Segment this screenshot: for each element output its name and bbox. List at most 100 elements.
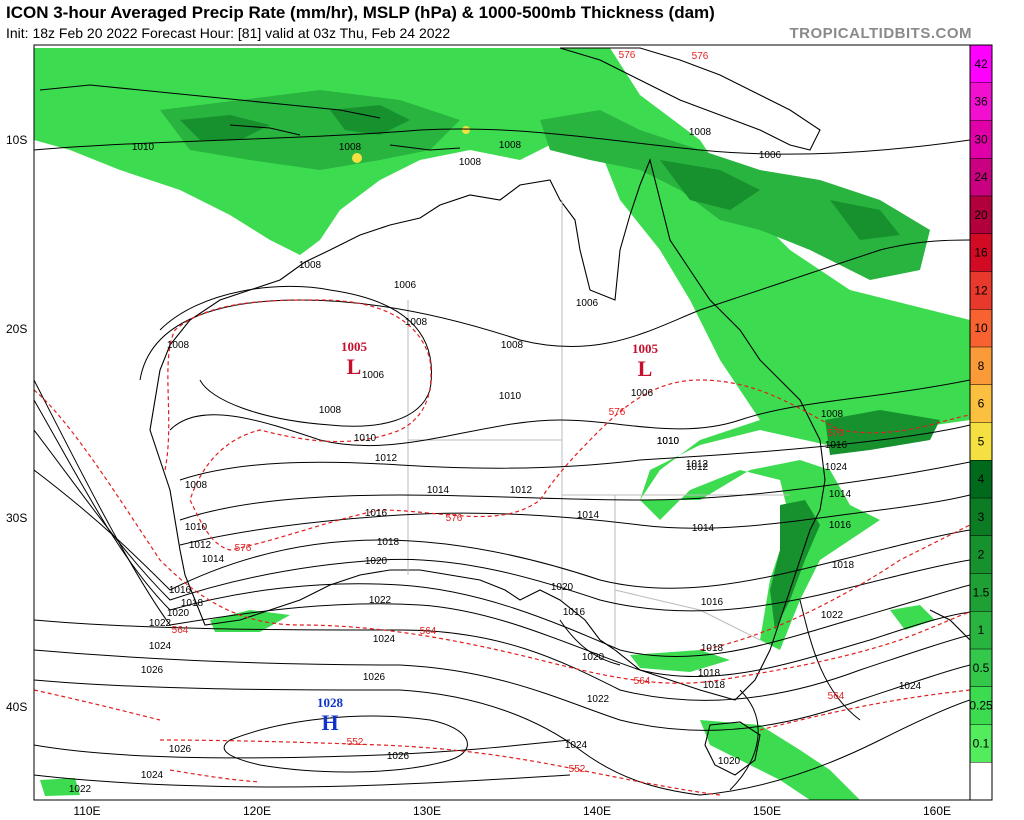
colorbar-swatch [970,347,992,386]
isobar-label: 1018 [703,680,726,691]
isobar-label: 1010 [499,391,522,402]
colorbar-tick-label: 4 [978,472,985,486]
isobar-label: 1024 [825,462,848,473]
colorbar-tick-label: 24 [974,170,988,184]
thickness-label: 576 [692,51,709,62]
isobar-label: 1024 [565,740,588,751]
high-symbol: H [321,710,338,735]
isobar-label: 1008 [339,142,362,153]
colorbar-tick-label: 0.1 [973,736,990,750]
lon-label: 160E [923,804,951,818]
isobar-label: 1008 [459,157,482,168]
colorbar-swatch [970,611,992,650]
isobar-label: 1006 [362,370,385,381]
thickness-label: 564 [634,676,651,687]
isobar-label: 1010 [185,522,208,533]
isobar-label: 1022 [587,694,610,705]
isobar-label: 1018 [832,560,855,571]
high-value: 1028 [317,695,344,710]
isobar-label: 1006 [759,150,782,161]
colorbar-swatch [970,535,992,574]
precip-yellow-spot [462,126,470,134]
lat-label: 30S [6,511,27,525]
australia-coast [149,158,826,701]
lon-axis: 110E 120E 130E 140E 150E 160E [73,804,951,818]
lon-label: 110E [73,804,100,818]
isobar-label: 1016 [365,508,388,519]
low-center: 1005 L [632,341,659,381]
isobar-label: 1014 [202,554,225,565]
isobar-label: 1008 [689,127,712,138]
isobar-label: 1008 [821,409,844,420]
new-guinea-coast [559,47,821,151]
colorbar-swatch [970,45,992,84]
precip-yellow-spot [352,153,362,163]
colorbar-swatch [970,82,992,121]
isobar-label: 1026 [363,672,386,683]
colorbar-tick-label: 12 [974,283,988,297]
colorbar-tick-label: 10 [974,321,988,335]
isobar-label: 1008 [501,340,524,351]
colorbar-tick-label: 5 [978,434,985,448]
isobar-label: 1020 [551,582,574,593]
isobar-label: 1024 [373,634,396,645]
low-value: 1005 [632,341,659,356]
colorbar-tick-label: 2 [978,548,985,562]
thickness-lines [34,299,970,796]
isobar-label: 1014 [577,510,600,521]
precip-far-east [890,605,935,630]
precip-far-sw [40,778,80,796]
isobar-label: 1016 [825,440,848,451]
isobar-label: 1008 [185,480,208,491]
isobar-label: 1024 [141,770,164,781]
colorbar-swatch [970,384,992,423]
colorbar-tick-label: 1 [978,623,985,637]
isobar-label: 1026 [169,744,192,755]
new-zealand-coast [929,609,970,641]
colorbar-tick-label: 36 [974,95,988,109]
isobar-label: 1024 [149,641,172,652]
isobar-label: 1016 [169,585,192,596]
colorbar-swatch [970,158,992,197]
thickness-label: 576 [828,428,845,439]
colorbar-swatch [970,233,992,272]
lat-label: 20S [6,322,27,336]
thickness-label: 564 [172,625,189,636]
lat-label: 10S [6,133,27,147]
isobar-label: 1016 [829,520,852,531]
isobar-label: 1026 [387,751,410,762]
isobar-label: 1022 [69,784,92,795]
isobar-label: 1018 [701,643,724,654]
thickness-label: 552 [347,737,364,748]
colorbar-tick-label: 30 [974,132,988,146]
precip-north-darker [180,105,900,240]
colorbar-swatch [970,271,992,310]
tasmania-coast [704,721,761,776]
isobar-label: 1020 [167,608,190,619]
isobar-label: 1010 [657,436,680,447]
isobar-label: 1012 [189,540,212,551]
pressure-centers: 1005 L 1005 L 1028 H [317,339,659,735]
map-title: ICON 3-hour Averaged Precip Rate (mm/hr)… [6,3,715,22]
isobar-label: 1010 [657,436,680,447]
isobar-label: 1006 [394,280,417,291]
isobar-label: 1026 [141,665,164,676]
colorbar-swatch [970,724,992,763]
precip-north-dark [160,90,930,280]
isobars [34,128,970,796]
state-borders [407,200,790,650]
colorbar-swatch [970,686,992,725]
isobar-label: 1020 [365,556,388,567]
low-center: 1005 L [341,339,368,379]
lon-label: 120E [243,804,271,818]
isobar-label: 1012 [375,453,398,464]
isobar-label: 1010 [354,433,377,444]
colorbar-tick-label: 3 [978,510,985,524]
thickness-label: 552 [569,764,586,775]
isobar-label: 1010 [132,142,155,153]
colorbar-tick-label: 20 [974,208,988,222]
map-subtitle: Init: 18z Feb 20 2022 Forecast Hour: [81… [6,25,451,41]
low-value: 1005 [341,339,368,354]
brand-watermark: TROPICALTIDBITS.COM [789,25,972,42]
thickness-label: 564 [420,626,437,637]
